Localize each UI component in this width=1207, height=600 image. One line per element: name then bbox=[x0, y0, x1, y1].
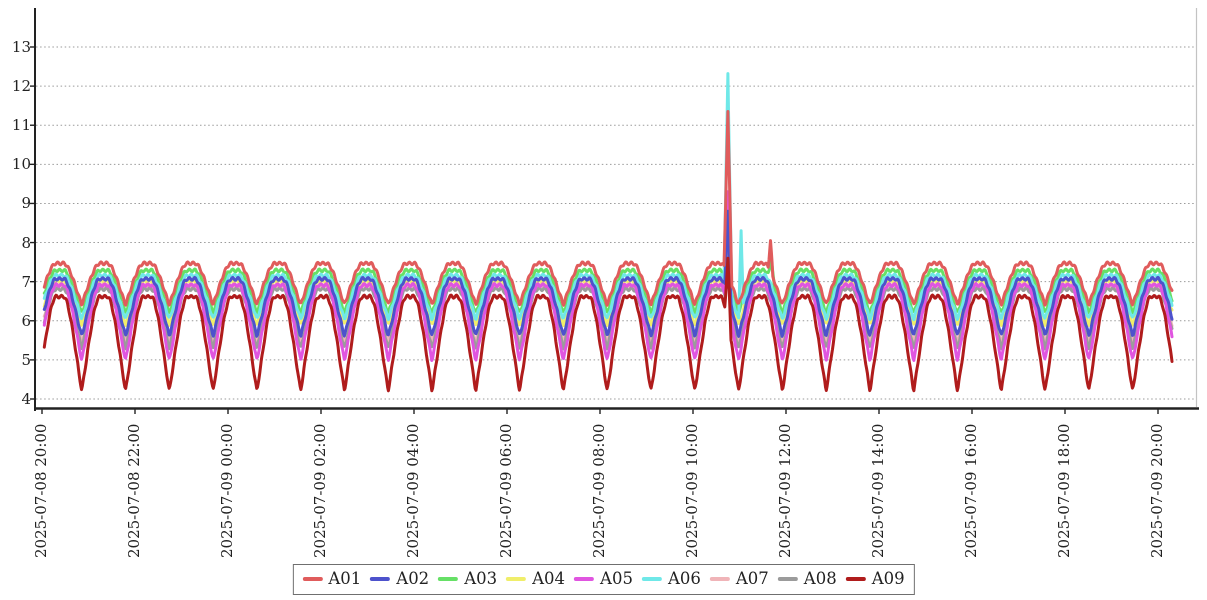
legend: A01 A02 A03 A04 A05 A06 A07 A08 A09 bbox=[292, 564, 915, 595]
axes bbox=[34, 8, 1199, 411]
y-tick-label: 12 bbox=[11, 77, 31, 96]
legend-swatch-a07 bbox=[709, 577, 730, 581]
legend-swatch-a01 bbox=[302, 577, 323, 581]
legend-item-a03: A03 bbox=[438, 568, 497, 590]
x-tick-label: 2025-07-08 20:00 bbox=[32, 423, 50, 558]
legend-label-a07: A07 bbox=[735, 569, 769, 588]
x-tick-label: 2025-07-09 04:00 bbox=[404, 423, 422, 558]
y-tick-label: 13 bbox=[11, 38, 31, 56]
x-tick-label: 2025-07-09 18:00 bbox=[1055, 423, 1073, 558]
x-tick-label: 2025-07-09 10:00 bbox=[683, 423, 701, 558]
series-lines bbox=[42, 72, 1174, 393]
x-tick-label: 2025-07-09 12:00 bbox=[776, 423, 794, 558]
x-tick-label: 2025-07-09 14:00 bbox=[869, 423, 887, 558]
legend-swatch-a03 bbox=[438, 577, 459, 581]
legend-item-a02: A02 bbox=[370, 568, 429, 590]
legend-label-a06: A06 bbox=[667, 569, 701, 588]
legend-item-a09: A09 bbox=[845, 568, 905, 590]
legend-swatch-a05 bbox=[574, 577, 595, 581]
y-tick-label: 8 bbox=[21, 233, 31, 252]
x-tick-label: 2025-07-09 08:00 bbox=[590, 423, 608, 558]
legend-label-a08: A08 bbox=[803, 569, 837, 588]
legend-label-a03: A03 bbox=[464, 569, 498, 588]
x-tick-label: 2025-07-09 06:00 bbox=[497, 423, 515, 558]
y-tick-label: 7 bbox=[21, 272, 31, 291]
legend-label-a05: A05 bbox=[600, 569, 633, 588]
tick-marks bbox=[30, 46, 1159, 414]
legend-item-a04: A04 bbox=[506, 568, 565, 590]
y-tick-label: 11 bbox=[11, 116, 31, 135]
legend-label-a09: A09 bbox=[871, 569, 905, 588]
x-tick-label: 2025-07-09 00:00 bbox=[218, 423, 236, 558]
x-tick-label: 2025-07-08 22:00 bbox=[125, 423, 143, 558]
y-tick-label: 4 bbox=[21, 390, 31, 408]
legend-item-a07: A07 bbox=[709, 568, 769, 590]
y-tick-label: 10 bbox=[11, 155, 31, 174]
legend-swatch-a06 bbox=[641, 577, 662, 581]
y-tick-label: 9 bbox=[21, 194, 31, 213]
legend-swatch-a04 bbox=[506, 577, 527, 581]
y-tick-label: 6 bbox=[21, 311, 31, 330]
legend-item-a05: A05 bbox=[574, 568, 633, 590]
legend-swatch-a09 bbox=[845, 577, 866, 581]
legend-label-a02: A02 bbox=[396, 569, 430, 588]
y-tick-label: 5 bbox=[21, 350, 31, 369]
x-tick-label: 2025-07-09 16:00 bbox=[962, 423, 980, 558]
legend-item-a01: A01 bbox=[302, 568, 361, 590]
x-tick-label: 2025-07-09 20:00 bbox=[1148, 423, 1166, 558]
x-tick-label: 2025-07-09 02:00 bbox=[311, 423, 329, 558]
legend-item-a08: A08 bbox=[777, 568, 837, 590]
legend-swatch-a08 bbox=[777, 577, 798, 581]
legend-swatch-a02 bbox=[370, 577, 391, 581]
legend-item-a06: A06 bbox=[641, 568, 701, 590]
legend-label-a01: A01 bbox=[328, 569, 362, 588]
legend-label-a04: A04 bbox=[532, 569, 566, 588]
